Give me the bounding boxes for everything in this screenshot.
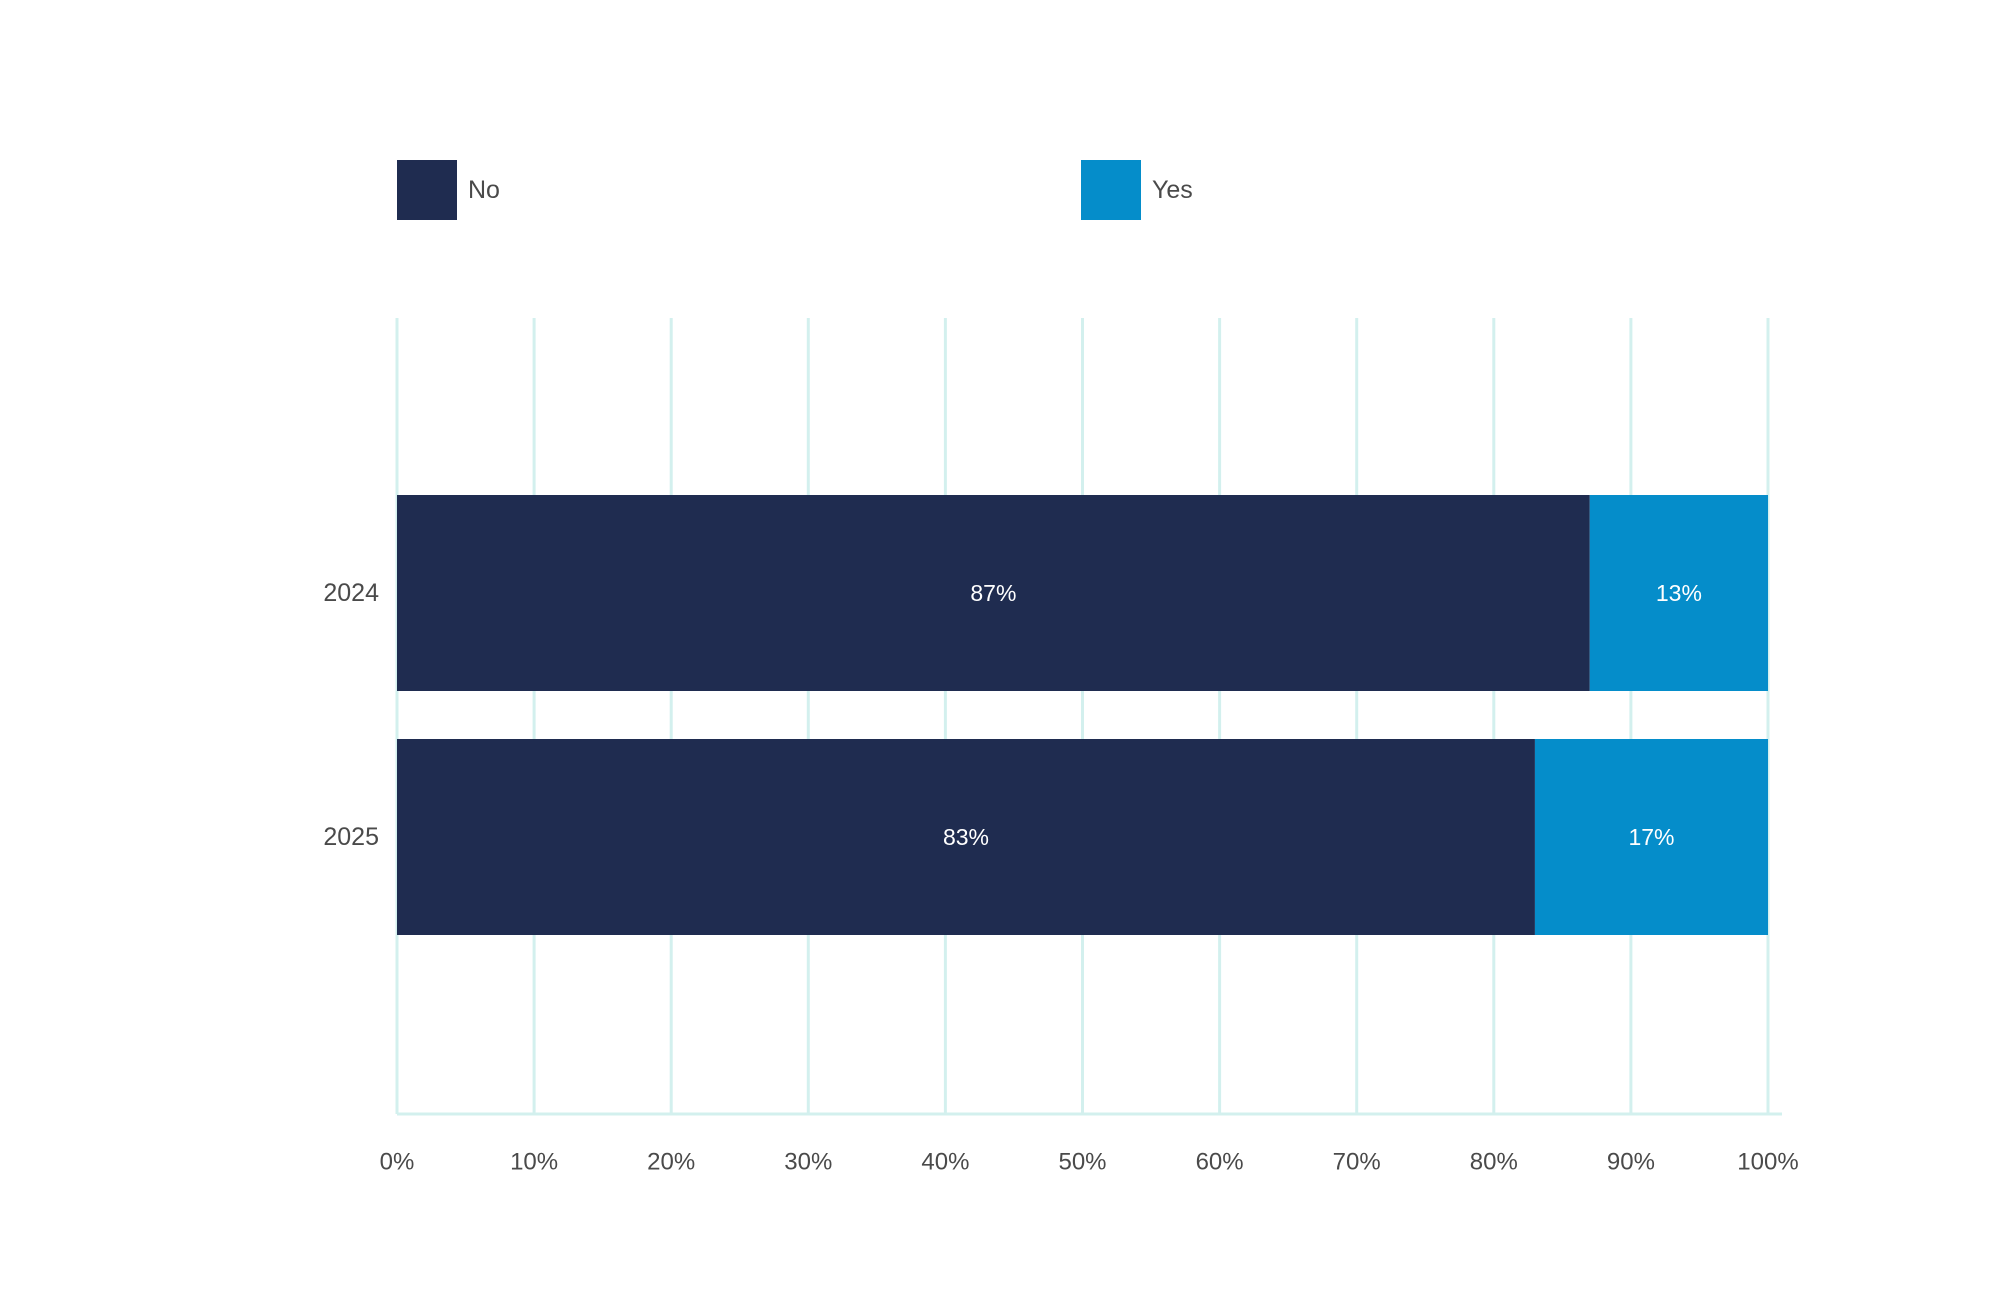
x-tick-label: 100% xyxy=(1737,1149,1798,1176)
x-tick-label: 60% xyxy=(1196,1149,1244,1176)
x-tick-label: 10% xyxy=(510,1149,558,1176)
legend: No Yes xyxy=(397,160,1193,220)
bar-labels: 87% 13% 83% 17% xyxy=(943,580,1702,850)
data-label: 83% xyxy=(943,824,989,850)
x-tick-label: 70% xyxy=(1333,1149,1381,1176)
category-label: 2024 xyxy=(323,579,379,607)
x-tick-label: 20% xyxy=(647,1149,695,1176)
x-tick-label: 50% xyxy=(1058,1149,1106,1176)
data-label: 87% xyxy=(970,580,1016,606)
gridlines xyxy=(395,318,1770,1114)
legend-label: Yes xyxy=(1152,176,1193,204)
bar-segment xyxy=(397,739,1535,935)
bar-segment xyxy=(397,495,1590,691)
x-tick-label: 40% xyxy=(921,1149,969,1176)
axes: 2024 2025 0% 10% 20% 30% 40% 50% 60% 70% 80% 90% 100… xyxy=(323,579,1798,1176)
bar-segment xyxy=(1589,495,1768,691)
category-label: 2025 xyxy=(323,823,379,851)
data-label: 17% xyxy=(1628,824,1674,850)
x-tick-label: 0% xyxy=(380,1149,415,1176)
x-tick-label: 30% xyxy=(784,1149,832,1176)
x-tick-label: 90% xyxy=(1607,1149,1655,1176)
legend-label: No xyxy=(468,176,500,204)
legend-swatch xyxy=(397,160,457,220)
bar-segment xyxy=(1534,739,1768,935)
legend-swatch xyxy=(1081,160,1141,220)
bars xyxy=(397,495,1768,935)
data-label: 13% xyxy=(1656,580,1702,606)
x-tick-label: 80% xyxy=(1470,1149,1518,1176)
